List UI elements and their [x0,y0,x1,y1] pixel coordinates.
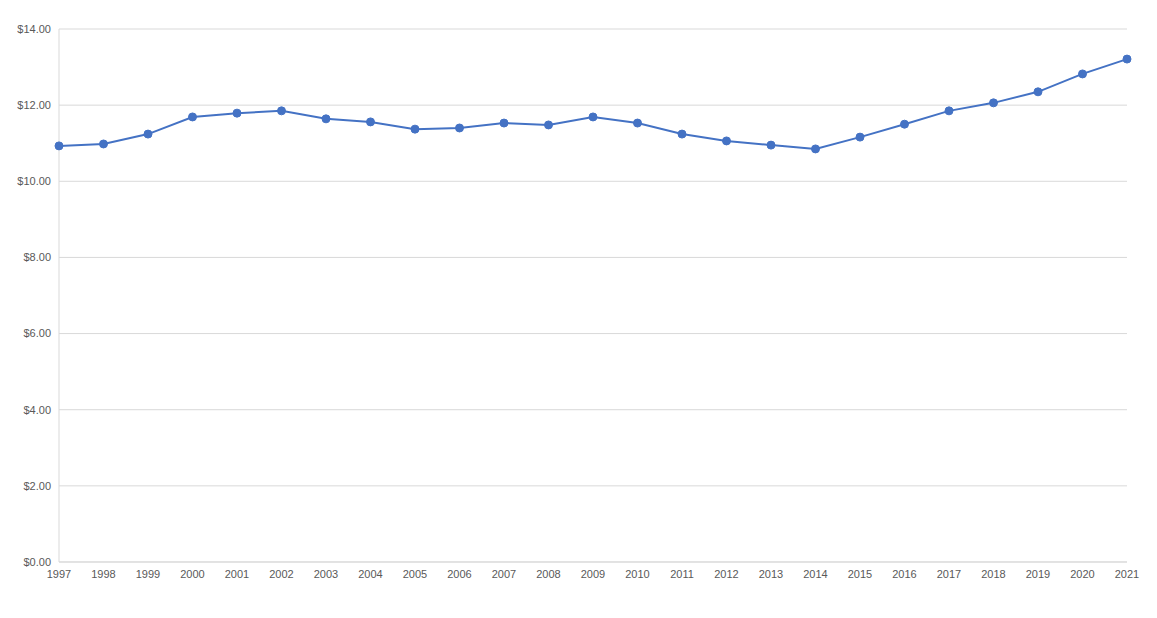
svg-text:2019: 2019 [1026,568,1050,580]
svg-text:2005: 2005 [403,568,427,580]
svg-text:2008: 2008 [536,568,560,580]
svg-text:2009: 2009 [581,568,605,580]
svg-text:2011: 2011 [670,568,694,580]
svg-text:2013: 2013 [759,568,783,580]
svg-text:2016: 2016 [892,568,916,580]
svg-text:1999: 1999 [136,568,160,580]
svg-text:2015: 2015 [848,568,872,580]
svg-text:$10.00: $10.00 [17,175,51,187]
svg-text:$0.00: $0.00 [23,556,51,568]
svg-text:2002: 2002 [269,568,293,580]
svg-text:1997: 1997 [47,568,71,580]
svg-text:2021: 2021 [1115,568,1139,580]
svg-text:$12.00: $12.00 [17,99,51,111]
svg-text:$4.00: $4.00 [23,404,51,416]
svg-text:2006: 2006 [447,568,471,580]
svg-text:2010: 2010 [625,568,649,580]
svg-text:2020: 2020 [1070,568,1094,580]
svg-text:2000: 2000 [180,568,204,580]
svg-text:2018: 2018 [981,568,1005,580]
svg-text:2003: 2003 [314,568,338,580]
svg-text:$2.00: $2.00 [23,480,51,492]
svg-text:$14.00: $14.00 [17,23,51,35]
svg-text:$8.00: $8.00 [23,251,51,263]
svg-text:2014: 2014 [803,568,827,580]
svg-text:$6.00: $6.00 [23,327,51,339]
svg-text:2004: 2004 [358,568,382,580]
svg-text:1998: 1998 [91,568,115,580]
svg-text:2007: 2007 [492,568,516,580]
svg-text:2001: 2001 [225,568,249,580]
svg-text:2012: 2012 [714,568,738,580]
svg-text:2017: 2017 [937,568,961,580]
